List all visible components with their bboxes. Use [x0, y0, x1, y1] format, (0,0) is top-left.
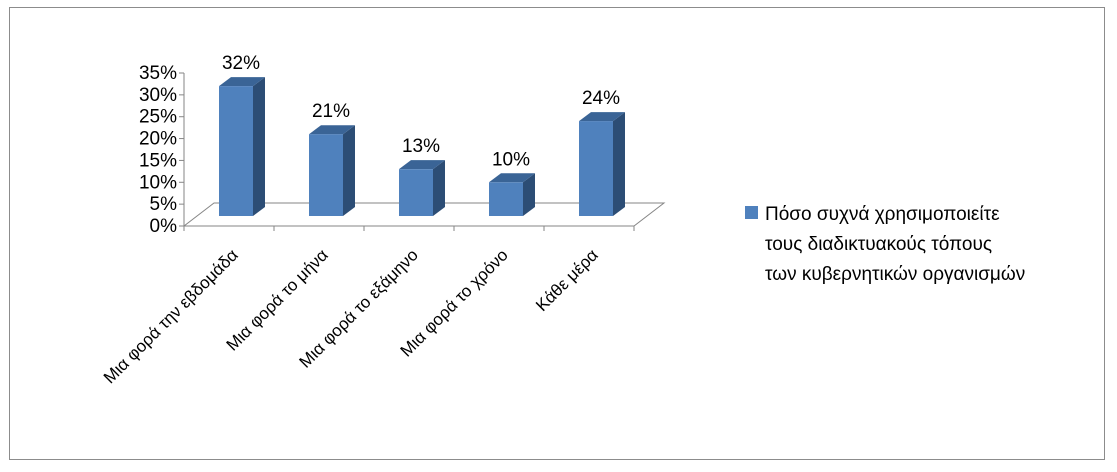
y-tick-label: 30%: [139, 85, 177, 106]
data-label: 13%: [402, 136, 440, 157]
bar: [309, 125, 355, 216]
legend-label-line: των κυβερνητικών οργανισμών: [765, 264, 1025, 285]
bar-top: [219, 77, 265, 87]
bars: [219, 77, 625, 216]
bar-top: [309, 125, 355, 135]
bar-top: [579, 112, 625, 122]
y-tick-label: 0%: [150, 216, 178, 237]
bar-front: [579, 121, 613, 216]
floor-plane: [182, 202, 666, 227]
chart-frame: [9, 7, 1105, 460]
y-axis: 0%5%10%15%20%25%30%35%: [139, 63, 635, 237]
bar-front: [219, 86, 253, 216]
y-tick-label: 15%: [139, 150, 177, 171]
data-label: 24%: [582, 88, 620, 109]
bar-front: [309, 134, 343, 216]
chart-floor: [182, 202, 666, 227]
legend: Πόσο συχνά χρησιμοποιείτε τους διαδικτυα…: [745, 204, 1025, 285]
bar-top: [489, 173, 535, 183]
x-tick-label: Μια φορά την εβδομάδα: [100, 245, 242, 387]
y-tick-label: 20%: [139, 129, 177, 150]
x-tick-label: Κάθε μέρα: [532, 245, 602, 315]
data-label: 32%: [222, 53, 260, 74]
bar-side: [523, 173, 535, 216]
y-tick-label: 35%: [139, 63, 177, 84]
bar-top: [399, 160, 445, 170]
legend-swatch: [745, 206, 758, 219]
y-tick-label: 25%: [139, 107, 177, 128]
bar-side: [253, 77, 265, 216]
legend-label-line: Πόσο συχνά χρησιμοποιείτε: [765, 204, 1000, 225]
y-tick-label: 5%: [150, 194, 178, 215]
bar-side: [433, 160, 445, 216]
data-label: 10%: [492, 149, 530, 170]
bar-front: [489, 182, 523, 216]
bar-side: [343, 125, 355, 216]
bar: [579, 112, 625, 216]
legend-label-line: τους διαδικτυακούς τόπους: [765, 234, 992, 255]
bar-front: [399, 169, 433, 216]
data-labels: 32% 21% 13% 10% 24%: [222, 53, 620, 170]
bar: [489, 173, 535, 216]
data-label: 21%: [312, 101, 350, 122]
bar: [219, 77, 265, 216]
bar: [399, 160, 445, 216]
y-tick-label: 10%: [139, 172, 177, 193]
bar-side: [613, 112, 625, 216]
